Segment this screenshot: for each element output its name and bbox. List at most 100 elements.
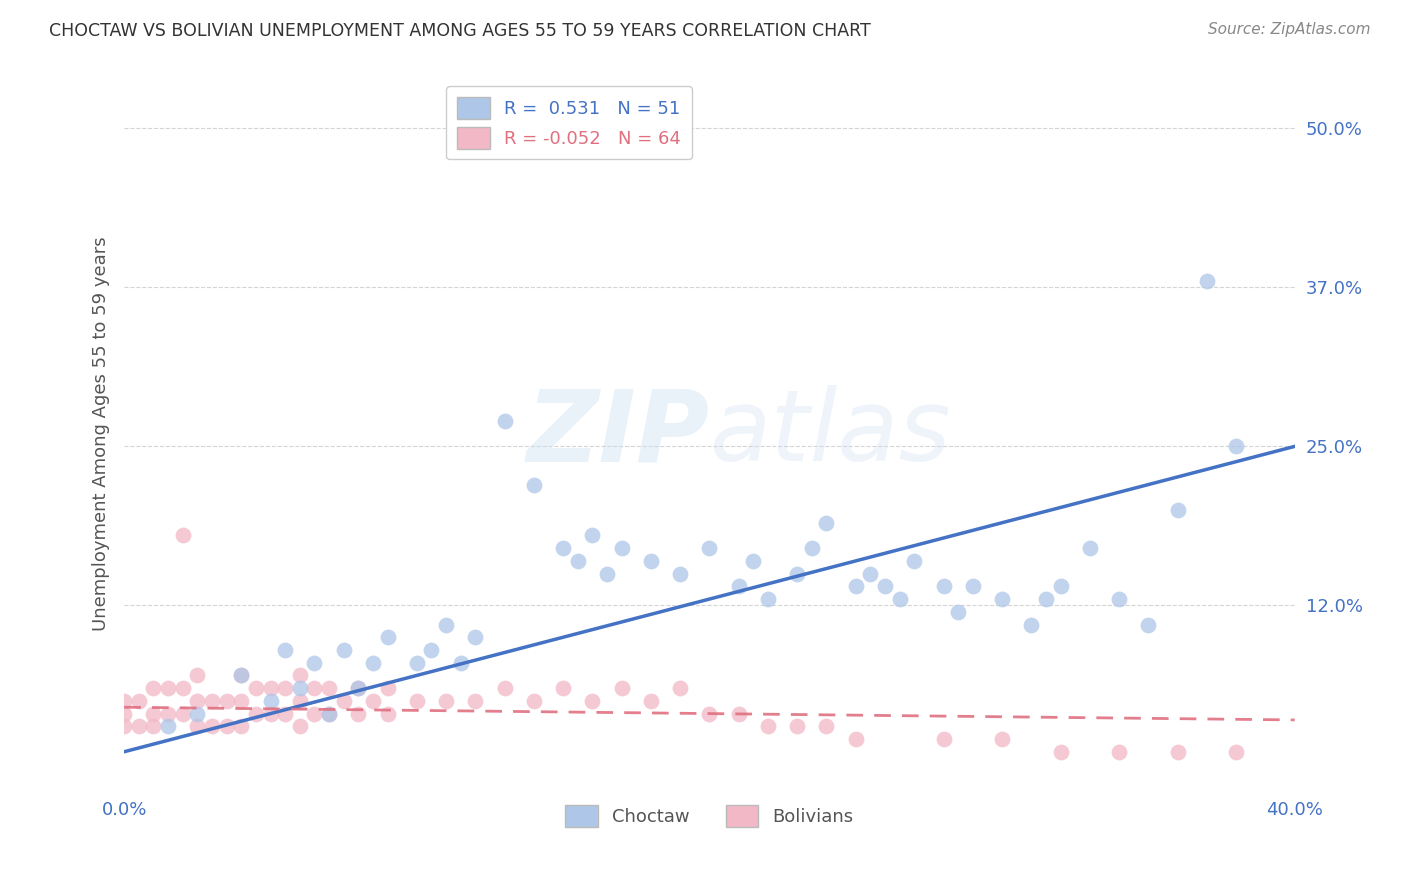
Point — [932, 732, 955, 747]
Point — [231, 694, 253, 708]
Point — [523, 477, 546, 491]
Point — [186, 706, 208, 721]
Point — [800, 541, 823, 556]
Point — [377, 681, 399, 695]
Point — [259, 694, 281, 708]
Point — [962, 579, 984, 593]
Point — [1035, 592, 1057, 607]
Point — [946, 605, 969, 619]
Point — [523, 694, 546, 708]
Point — [567, 554, 589, 568]
Text: ZIP: ZIP — [526, 385, 710, 483]
Point — [128, 694, 150, 708]
Point — [845, 732, 868, 747]
Point — [112, 706, 135, 721]
Point — [699, 706, 721, 721]
Point — [318, 706, 340, 721]
Point — [259, 706, 281, 721]
Point — [405, 694, 427, 708]
Text: atlas: atlas — [710, 385, 950, 483]
Text: CHOCTAW VS BOLIVIAN UNEMPLOYMENT AMONG AGES 55 TO 59 YEARS CORRELATION CHART: CHOCTAW VS BOLIVIAN UNEMPLOYMENT AMONG A… — [49, 22, 870, 40]
Point — [434, 694, 457, 708]
Point — [259, 681, 281, 695]
Point — [377, 630, 399, 644]
Point — [1225, 745, 1247, 759]
Point — [727, 706, 749, 721]
Point — [1108, 592, 1130, 607]
Point — [756, 592, 779, 607]
Point — [318, 706, 340, 721]
Point — [1049, 579, 1071, 593]
Point — [553, 681, 575, 695]
Point — [1195, 274, 1218, 288]
Point — [991, 592, 1014, 607]
Point — [361, 694, 384, 708]
Point — [581, 528, 603, 542]
Point — [494, 414, 516, 428]
Point — [727, 579, 749, 593]
Point — [215, 719, 238, 733]
Point — [172, 528, 194, 542]
Point — [610, 541, 633, 556]
Point — [494, 681, 516, 695]
Point — [274, 681, 297, 695]
Point — [186, 694, 208, 708]
Point — [873, 579, 896, 593]
Point — [361, 656, 384, 670]
Point — [1019, 617, 1042, 632]
Point — [231, 668, 253, 682]
Point — [142, 681, 165, 695]
Point — [347, 681, 370, 695]
Point — [347, 706, 370, 721]
Point — [274, 706, 297, 721]
Point — [288, 668, 311, 682]
Point — [274, 643, 297, 657]
Point — [581, 694, 603, 708]
Point — [932, 579, 955, 593]
Point — [201, 719, 224, 733]
Point — [304, 681, 326, 695]
Point — [215, 694, 238, 708]
Point — [377, 706, 399, 721]
Point — [669, 566, 692, 581]
Point — [245, 706, 267, 721]
Y-axis label: Unemployment Among Ages 55 to 59 years: Unemployment Among Ages 55 to 59 years — [93, 236, 110, 631]
Point — [332, 694, 354, 708]
Point — [596, 566, 619, 581]
Point — [815, 516, 838, 530]
Point — [304, 656, 326, 670]
Point — [157, 719, 180, 733]
Point — [201, 694, 224, 708]
Point — [347, 681, 370, 695]
Point — [786, 566, 808, 581]
Point — [889, 592, 911, 607]
Point — [1167, 503, 1189, 517]
Point — [434, 617, 457, 632]
Point — [1049, 745, 1071, 759]
Point — [288, 694, 311, 708]
Point — [610, 681, 633, 695]
Point — [640, 694, 662, 708]
Point — [450, 656, 472, 670]
Point — [815, 719, 838, 733]
Point — [742, 554, 765, 568]
Point — [1137, 617, 1160, 632]
Point — [157, 681, 180, 695]
Point — [1078, 541, 1101, 556]
Point — [1225, 439, 1247, 453]
Text: Source: ZipAtlas.com: Source: ZipAtlas.com — [1208, 22, 1371, 37]
Point — [420, 643, 443, 657]
Point — [142, 719, 165, 733]
Point — [318, 681, 340, 695]
Point — [186, 668, 208, 682]
Point — [112, 694, 135, 708]
Point — [304, 706, 326, 721]
Point — [699, 541, 721, 556]
Point — [142, 706, 165, 721]
Point — [128, 719, 150, 733]
Point — [231, 668, 253, 682]
Point — [157, 706, 180, 721]
Legend: Choctaw, Bolivians: Choctaw, Bolivians — [558, 797, 860, 834]
Point — [332, 643, 354, 657]
Point — [1167, 745, 1189, 759]
